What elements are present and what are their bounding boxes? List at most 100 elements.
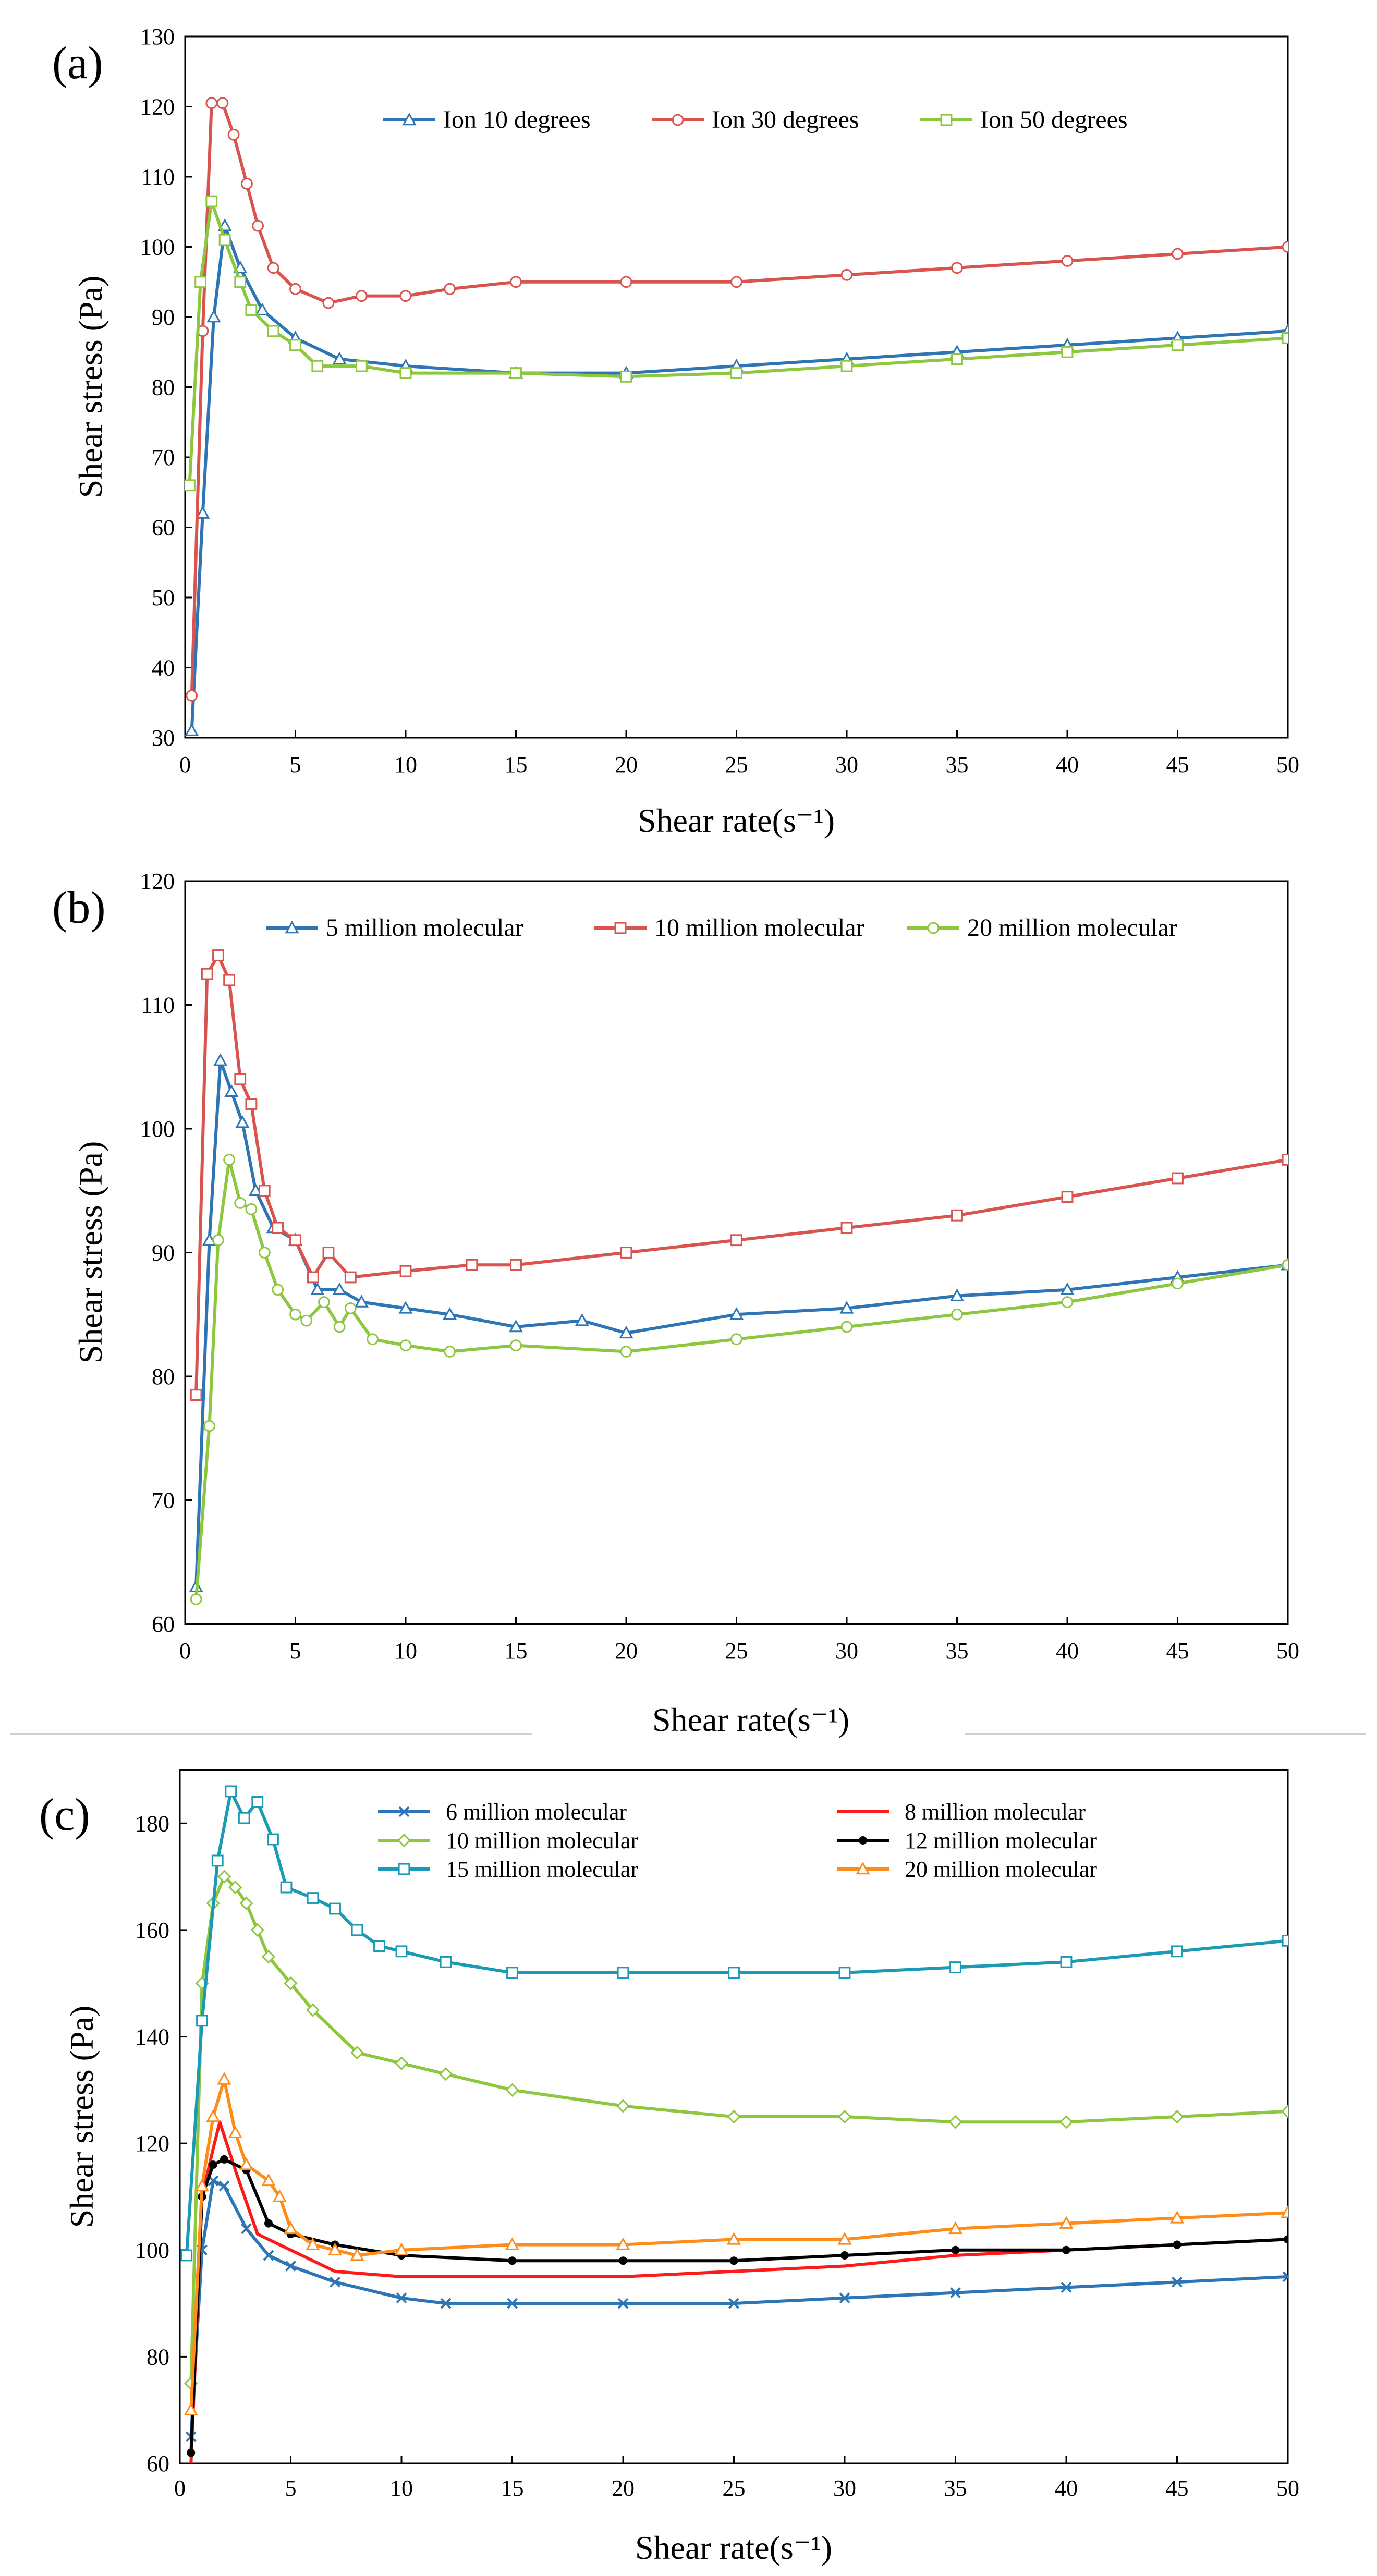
x-tick-label: 35 xyxy=(946,752,969,777)
data-point xyxy=(205,195,218,207)
legend-marker xyxy=(859,1836,867,1845)
data-point xyxy=(284,1976,298,1991)
data-point xyxy=(318,1296,330,1308)
data-point xyxy=(267,1833,279,1846)
series-ion-50-degrees xyxy=(185,195,1288,492)
data-point xyxy=(949,1961,961,1973)
data-point xyxy=(263,2250,274,2261)
legend-label: 20 million molecular xyxy=(905,1857,1097,1882)
chart-panel-a: (a) Shear rate(s⁻¹) Shear stress (Pa) 0 5… xyxy=(52,24,1299,839)
data-point xyxy=(1282,332,1288,344)
data-point xyxy=(264,2219,273,2228)
legend-label: Ion 30 degrees xyxy=(712,106,859,133)
data-point xyxy=(840,268,853,281)
legend-marker xyxy=(398,1863,410,1875)
data-point xyxy=(1171,1945,1183,1958)
data-point xyxy=(620,370,632,383)
series-line xyxy=(194,1059,1288,1587)
x-tick-label: 50 xyxy=(1276,1638,1299,1664)
data-point xyxy=(220,2155,228,2164)
data-point xyxy=(617,1967,629,1979)
data-point xyxy=(212,949,224,961)
data-point xyxy=(950,2287,961,2299)
data-point xyxy=(399,1339,412,1352)
data-point xyxy=(948,2115,962,2129)
data-point xyxy=(620,1346,632,1358)
legend-label: 12 million molecular xyxy=(905,1828,1097,1853)
data-point xyxy=(238,1812,250,1824)
x-tick-label: 20 xyxy=(615,1638,638,1664)
data-point xyxy=(235,1115,250,1128)
data-point xyxy=(223,1153,236,1166)
legend-entry: Ion 10 degrees xyxy=(383,106,591,133)
legend-entry: 10 million molecular xyxy=(594,914,864,942)
data-point xyxy=(311,360,324,372)
data-point xyxy=(949,1288,965,1301)
data-point xyxy=(205,97,218,109)
data-point xyxy=(322,297,335,309)
data-point xyxy=(224,1084,239,1097)
series-5-million-molecular xyxy=(189,1053,1288,1593)
data-point xyxy=(280,1881,293,1894)
y-axis-label-a: Shear stress (Pa) xyxy=(72,276,109,498)
legend-marker xyxy=(940,114,953,126)
data-point xyxy=(272,1284,284,1296)
y-tick-label: 100 xyxy=(140,235,175,260)
legend-label: Ion 10 degrees xyxy=(443,106,591,133)
y-tick-label: 100 xyxy=(135,2238,169,2263)
data-point xyxy=(211,1854,224,1867)
y-tick-label: 90 xyxy=(152,304,175,330)
series-ion-30-degrees xyxy=(186,97,1288,702)
data-point xyxy=(330,2276,340,2288)
data-point xyxy=(180,2249,193,2262)
legend-entry: 10 million molecular xyxy=(378,1828,638,1853)
data-point xyxy=(1061,255,1074,267)
x-tick-label: 0 xyxy=(179,752,191,777)
legend-marker xyxy=(398,1806,410,1817)
data-point xyxy=(351,1924,363,1936)
chart-panel-b: (b) Shear rate(s⁻¹) Shear stress (Pa) 0 5… xyxy=(52,869,1299,1738)
series-12-million-molecular xyxy=(187,2155,1288,2457)
data-point xyxy=(250,1923,264,1937)
legend-entry: 15 million molecular xyxy=(378,1857,638,1882)
data-point xyxy=(1172,1277,1184,1290)
x-tick-label: 40 xyxy=(1056,1638,1079,1664)
data-point xyxy=(399,367,412,380)
data-point xyxy=(241,2223,252,2235)
legend-entry: 8 million molecular xyxy=(837,1799,1086,1825)
legend-entry: 20 million molecular xyxy=(837,1857,1097,1882)
x-tick-label: 40 xyxy=(1055,2475,1078,2501)
series-line xyxy=(185,1789,1288,2256)
x-tick-label: 35 xyxy=(946,1638,969,1664)
data-point xyxy=(575,1313,589,1326)
data-point xyxy=(394,2056,409,2070)
data-point xyxy=(951,1308,963,1321)
y-tick-label: 40 xyxy=(152,655,175,681)
legend-entry: Ion 30 degrees xyxy=(652,106,859,133)
legend-label: 10 million molecular xyxy=(654,914,864,942)
data-point xyxy=(306,2237,320,2250)
data-point xyxy=(185,723,199,736)
data-point xyxy=(227,128,240,141)
data-point xyxy=(1282,1934,1288,1947)
x-tick-label: 30 xyxy=(835,1638,858,1664)
series-8-million-molecular xyxy=(189,2120,1288,2463)
data-point xyxy=(1281,2205,1288,2218)
legend-marker xyxy=(402,112,417,126)
data-point xyxy=(399,290,412,302)
data-point xyxy=(619,1325,633,1339)
data-point xyxy=(354,1295,369,1308)
data-point xyxy=(350,2248,364,2261)
x-tick-label: 45 xyxy=(1166,2475,1189,2501)
y-tick-label: 120 xyxy=(135,2131,169,2156)
data-point xyxy=(730,1234,742,1247)
series-20-million-molecular xyxy=(190,1153,1288,1605)
y-tick-label: 80 xyxy=(147,2344,169,2370)
x-tick-label: 5 xyxy=(290,752,301,777)
data-point xyxy=(396,2292,407,2304)
series-line xyxy=(194,954,1288,1395)
data-point xyxy=(840,360,853,372)
legend-marker xyxy=(285,920,299,934)
data-point xyxy=(213,1053,228,1066)
data-point xyxy=(440,1956,452,1968)
